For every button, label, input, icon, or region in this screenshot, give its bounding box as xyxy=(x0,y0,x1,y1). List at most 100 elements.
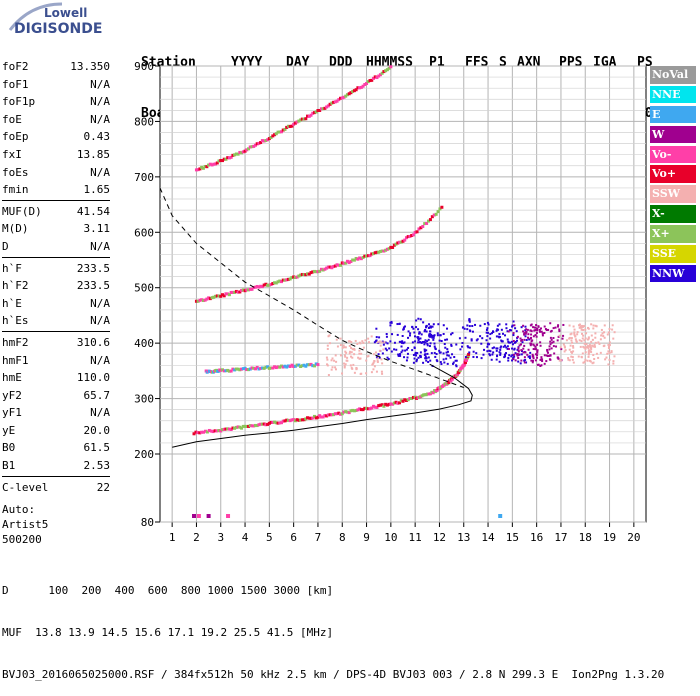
cluster-point xyxy=(423,343,426,346)
footer-muf-label: MUF xyxy=(2,626,22,639)
cluster-point xyxy=(507,357,510,360)
data-point xyxy=(302,418,306,422)
cluster-point xyxy=(571,358,574,361)
data-point xyxy=(281,278,285,282)
data-point xyxy=(318,414,322,418)
cluster-point xyxy=(476,338,479,341)
data-point xyxy=(280,421,283,425)
data-point xyxy=(363,254,367,258)
cluster-point xyxy=(467,346,470,349)
legend-item: E xyxy=(650,105,696,124)
data-point xyxy=(396,401,400,405)
cluster-point xyxy=(512,334,515,337)
data-point xyxy=(307,272,311,276)
cluster-point xyxy=(610,350,613,353)
data-point xyxy=(359,85,363,89)
data-point xyxy=(330,101,334,105)
cluster-point xyxy=(512,356,515,359)
data-point xyxy=(247,288,251,292)
data-point xyxy=(288,125,292,129)
cluster-point xyxy=(350,341,353,344)
data-point xyxy=(267,366,271,370)
data-point xyxy=(211,430,215,434)
data-point xyxy=(248,424,252,428)
cluster-point xyxy=(480,357,483,360)
cluster-point xyxy=(430,352,433,355)
cluster-point xyxy=(603,324,606,327)
cluster-point xyxy=(550,338,553,341)
cluster-point xyxy=(540,364,543,367)
cluster-point xyxy=(607,346,610,349)
cluster-point xyxy=(350,346,353,349)
data-point xyxy=(358,407,362,411)
data-point xyxy=(392,401,396,405)
cluster-point xyxy=(378,340,381,343)
cluster-point xyxy=(393,341,396,344)
data-point xyxy=(411,395,415,399)
data-point xyxy=(215,429,219,433)
cluster-point xyxy=(522,351,525,354)
cluster-point xyxy=(365,372,368,375)
cluster-point xyxy=(541,334,544,337)
cluster-point xyxy=(517,360,520,363)
data-point xyxy=(311,111,315,115)
data-point xyxy=(260,422,264,426)
cluster-point xyxy=(582,361,585,364)
data-point xyxy=(415,230,419,234)
cluster-point xyxy=(525,328,528,331)
cluster-point xyxy=(327,335,330,338)
cluster-point xyxy=(458,337,461,340)
cluster-point xyxy=(351,356,354,359)
data-point xyxy=(306,272,310,276)
data-point xyxy=(300,272,304,276)
data-point xyxy=(309,362,313,366)
cluster-point xyxy=(431,336,434,339)
cluster-point xyxy=(401,340,404,343)
cluster-point xyxy=(331,357,334,360)
param-value: 0.43 xyxy=(83,130,111,144)
cluster-point xyxy=(581,325,584,328)
data-point xyxy=(226,514,231,518)
cluster-point xyxy=(589,345,592,348)
param-name: foF1p xyxy=(2,95,36,109)
data-point xyxy=(392,243,396,247)
data-point xyxy=(370,78,374,82)
cluster-point xyxy=(510,355,513,358)
data-point xyxy=(311,364,315,368)
cluster-point xyxy=(593,345,596,348)
cluster-point xyxy=(454,359,457,362)
cluster-point xyxy=(507,330,510,333)
cluster-point xyxy=(464,336,467,339)
data-point xyxy=(252,366,256,370)
data-point xyxy=(399,240,403,244)
cluster-point xyxy=(509,341,512,344)
cluster-point xyxy=(490,332,493,335)
cluster-point xyxy=(595,352,598,355)
x-tick-label: 19 xyxy=(603,531,616,544)
cluster-point xyxy=(508,354,511,357)
cluster-point xyxy=(613,355,616,358)
cluster-point xyxy=(417,328,420,331)
cluster-point xyxy=(396,333,399,336)
cluster-point xyxy=(366,355,369,358)
x-tick-label: 15 xyxy=(506,531,519,544)
data-point xyxy=(337,411,341,415)
cluster-point xyxy=(541,360,544,363)
data-point xyxy=(330,266,334,270)
data-point xyxy=(377,74,381,78)
cluster-point xyxy=(468,346,471,349)
param-row: yF2 65.7 xyxy=(2,387,110,405)
cluster-point xyxy=(428,330,431,333)
data-point xyxy=(271,282,275,286)
cluster-point xyxy=(344,346,347,349)
cluster-point xyxy=(474,323,477,326)
cluster-point xyxy=(607,363,610,366)
cluster-point xyxy=(527,333,530,336)
param-value: N/A xyxy=(90,406,110,420)
data-point xyxy=(450,377,454,381)
cluster-point xyxy=(431,325,434,328)
legend-item: NNW xyxy=(650,264,696,283)
data-point xyxy=(245,148,249,152)
cluster-point xyxy=(425,357,428,360)
data-point xyxy=(309,113,313,117)
